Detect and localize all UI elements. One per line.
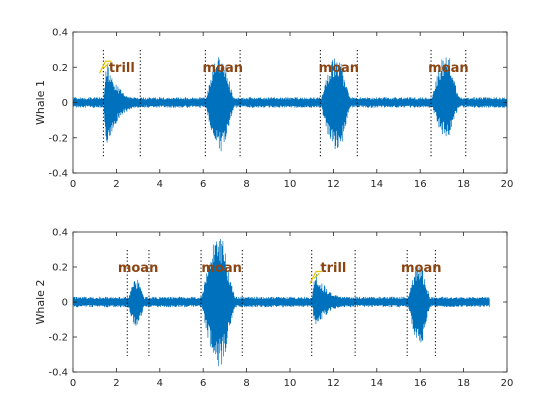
y-tick-label: 0 bbox=[62, 98, 68, 109]
x-tick-label: 2 bbox=[113, 378, 119, 389]
x-tick-label: 12 bbox=[327, 179, 340, 190]
x-tick-label: 10 bbox=[284, 378, 297, 389]
x-tick-label: 4 bbox=[157, 179, 163, 190]
x-tick-label: 14 bbox=[370, 378, 383, 389]
y-tick-label: 0.2 bbox=[52, 63, 68, 74]
x-tick-label: 8 bbox=[243, 378, 249, 389]
onset-marker bbox=[99, 60, 112, 74]
segment-label: moan bbox=[428, 61, 469, 76]
segment-label: moan bbox=[202, 61, 243, 76]
x-tick-label: 12 bbox=[327, 378, 340, 389]
x-tick-label: 20 bbox=[501, 378, 514, 389]
signal-waveform bbox=[73, 238, 490, 367]
x-tick-label: 14 bbox=[370, 179, 383, 190]
segment-label: moan bbox=[118, 261, 159, 276]
y-axis-label: Whale 1 bbox=[34, 80, 47, 125]
x-tick-label: 20 bbox=[501, 179, 514, 190]
segment-label: trill bbox=[320, 261, 346, 276]
whale-2-plot: moan moan trill moan 0 2 4 6 8 10 12 14 16 18 20 -0.4 -0… bbox=[34, 228, 513, 390]
segment-label: trill bbox=[109, 61, 135, 76]
onset-marker bbox=[309, 270, 323, 284]
x-tick-label: 16 bbox=[414, 378, 427, 389]
y-tick-label: 0.4 bbox=[52, 228, 68, 239]
y-tick-label: -0.2 bbox=[48, 333, 68, 344]
y-tick-label: -0.2 bbox=[48, 133, 68, 144]
y-tick-label: -0.4 bbox=[48, 368, 68, 379]
segment-label: moan bbox=[319, 61, 360, 76]
x-tick-label: 18 bbox=[457, 179, 470, 190]
y-tick-label: 0 bbox=[62, 298, 68, 309]
x-tick-label: 8 bbox=[243, 179, 249, 190]
x-tick-label: 6 bbox=[200, 378, 206, 389]
y-tick-label: 0.2 bbox=[52, 263, 68, 274]
x-tick-label: 2 bbox=[113, 179, 119, 190]
x-tick-label: 0 bbox=[70, 179, 76, 190]
y-tick-label: 0.4 bbox=[52, 28, 68, 39]
segment-label: moan bbox=[401, 261, 442, 276]
x-tick-label: 4 bbox=[157, 378, 163, 389]
segment-label: moan bbox=[201, 261, 242, 276]
x-tick-label: 0 bbox=[70, 378, 76, 389]
x-tick-label: 16 bbox=[414, 179, 427, 190]
x-tick-label: 6 bbox=[200, 179, 206, 190]
x-tick-label: 10 bbox=[284, 179, 297, 190]
y-tick-label: -0.4 bbox=[48, 169, 68, 180]
whale-1-plot: trill moan moan moan 0 2 4 6 8 10 12 14 16 18 20 -0.4 -0… bbox=[34, 28, 513, 191]
y-axis-label: Whale 2 bbox=[34, 280, 47, 325]
x-tick-label: 18 bbox=[457, 378, 470, 389]
